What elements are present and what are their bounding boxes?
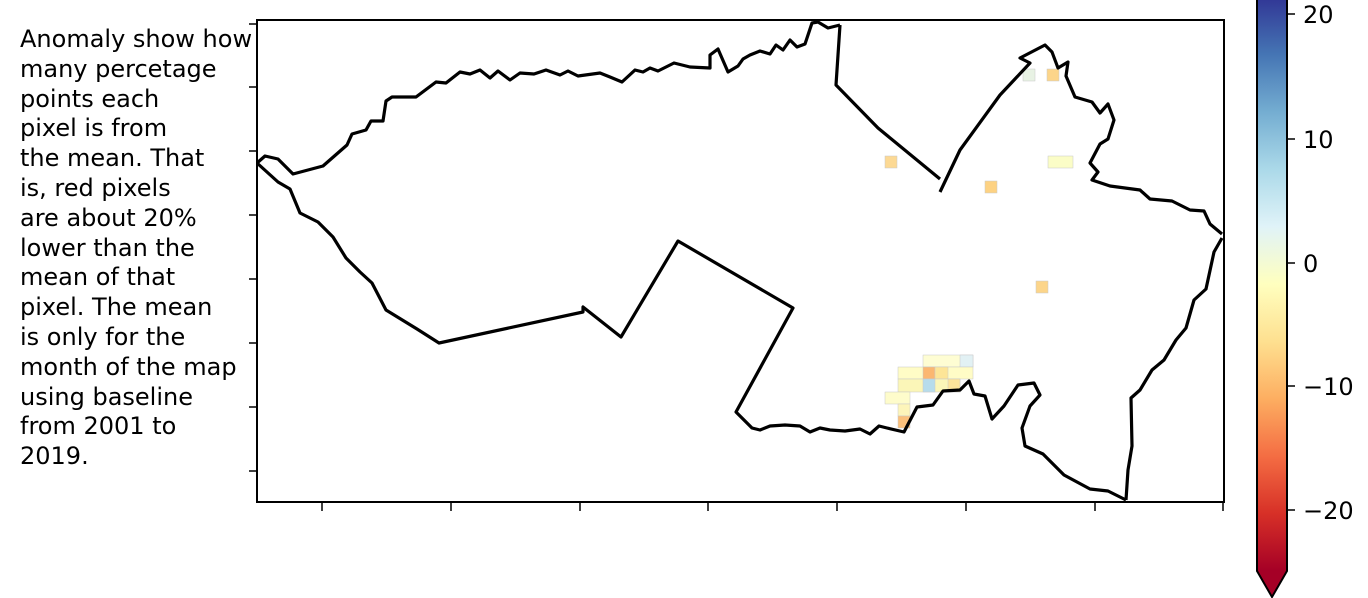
note-line: is only for the [20,322,186,351]
anomaly-pixel [897,403,911,417]
anomaly-explanation-note: Anomaly show how many percetage points e… [20,25,320,472]
anomaly-pixel [1035,280,1049,294]
colorbar [1256,0,1288,598]
colorbar-tick-label: −20 [1303,497,1354,525]
x-axis-ticks [321,502,1224,511]
note-line: many percetage [20,54,217,83]
note-line: lower than the [20,233,195,262]
note-line: pixel. The mean [20,293,213,322]
anomaly-pixel [884,155,898,169]
anomaly-pixel [922,378,936,393]
colorbar-tick-label: 20 [1303,1,1334,29]
note-line: the mean. That [20,144,205,173]
region-boundary-south [255,161,1127,502]
region-boundary-southeast [1124,237,1224,501]
colorbar-gradient [1257,0,1287,571]
note-line: 2019. [20,442,89,471]
note-line: month of the map [20,352,237,381]
y-axis-ticks [249,23,257,472]
note-line: using baseline [20,382,193,411]
note-line: pixel is from [20,114,168,143]
anomaly-pixel [1046,68,1060,82]
anomaly-pixel [934,366,949,380]
note-line: from 2001 to [20,412,177,441]
anomaly-pixel [984,180,998,194]
colorbar-tick-label: 10 [1303,126,1334,154]
note-line: mean of that [20,263,176,292]
map-axes-frame [256,19,1225,503]
note-line: is, red pixels [20,173,171,202]
colorbar-outline [1256,0,1288,598]
note-line: Anomaly show how [20,25,253,53]
colorbar-tick-label: −10 [1303,373,1354,401]
anomaly-pixel [1022,68,1036,82]
colorbar-tick-label: 0 [1303,250,1318,278]
region-boundary [255,20,841,176]
colorbar-ticks [1287,13,1295,511]
region-boundary-northeast [938,43,1224,236]
note-line: points each [20,84,160,113]
anomaly-pixel [1047,155,1074,169]
anomaly-pixel [884,391,911,405]
colorbar-extend-min-triangle [1257,571,1287,597]
anomaly-pixel [959,354,974,368]
region-boundary-east [834,24,942,181]
anomaly-pixels [884,68,1074,429]
colorbar-tick-labels: 20 10 0 −10 −20 [1303,1,1354,525]
anomaly-pixel [922,366,936,380]
note-line: are about 20% [20,203,197,232]
